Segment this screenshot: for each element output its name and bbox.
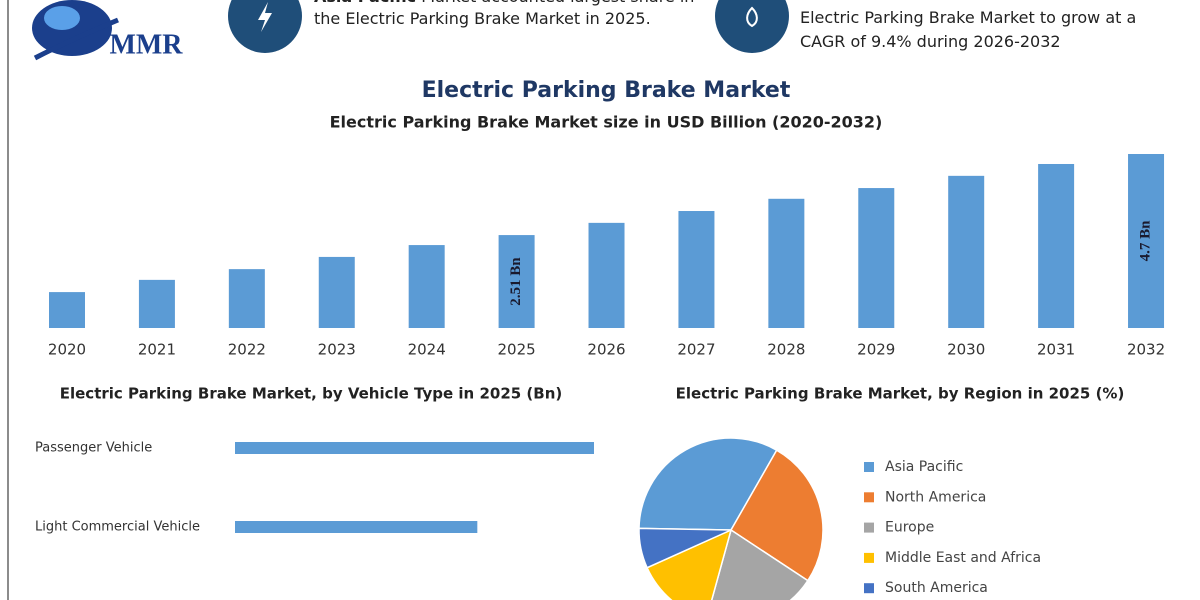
bar	[318, 256, 355, 328]
bolt-icon	[258, 2, 272, 32]
pie-slice	[638, 437, 778, 531]
bar	[678, 211, 715, 328]
logo-text: MMR	[109, 29, 183, 60]
bar	[1128, 154, 1165, 328]
category-label: Light Commercial Vehicle	[35, 520, 200, 535]
legend-swatch	[864, 492, 874, 503]
chart-title: Electric Parking Brake Market	[422, 78, 791, 103]
x-tick-label: 2024	[408, 341, 446, 359]
x-tick-label: 2022	[228, 341, 266, 359]
note-text: CAGR of 9.4% during 2026-2032	[800, 32, 1061, 51]
logo-globe-land	[44, 6, 80, 30]
bar	[858, 188, 895, 328]
bar	[498, 235, 535, 328]
note-text-part: Electric Parking Brake Market to grow at…	[800, 8, 1136, 27]
note-text: Electric Parking Brake Market to grow at…	[800, 8, 1136, 27]
legend-label: South America	[885, 580, 988, 596]
x-tick-label: 2029	[857, 341, 895, 359]
note-text-part: CAGR of 9.4% during 2026-2032	[800, 32, 1061, 51]
note-text-part: the Electric Parking Brake Market in 202…	[314, 9, 651, 28]
pie-slice	[638, 527, 732, 569]
drop-icon	[746, 6, 758, 28]
legend-swatch	[864, 522, 874, 533]
legend-label: Asia Pacific	[885, 459, 963, 475]
bar	[235, 521, 478, 533]
pie-slice	[710, 528, 809, 600]
x-tick-label: 2031	[1037, 341, 1075, 359]
note-text-part: Asia Pacific	[314, 0, 416, 6]
legend-label: Middle East and Africa	[885, 550, 1041, 566]
x-tick-label: 2030	[947, 341, 985, 359]
bar	[768, 198, 805, 328]
legend-swatch	[864, 462, 874, 472]
legend-swatch	[864, 583, 874, 594]
bar	[408, 245, 445, 328]
bar	[235, 442, 594, 454]
legend-label: North America	[885, 489, 986, 505]
legend-label: Europe	[885, 520, 934, 536]
pie-slice	[729, 449, 824, 582]
note-text: the Electric Parking Brake Market in 202…	[314, 9, 651, 28]
bar	[948, 175, 985, 328]
x-tick-label: 2023	[318, 341, 356, 359]
chart-title: Electric Parking Brake Market, by Region…	[676, 385, 1125, 403]
x-tick-label: 2032	[1127, 341, 1165, 359]
bar	[1038, 163, 1075, 328]
x-tick-label: 2028	[767, 341, 805, 359]
bar	[138, 279, 175, 328]
bar	[228, 269, 265, 328]
x-tick-label: 2020	[48, 341, 86, 359]
chart-subtitle: Electric Parking Brake Market size in US…	[330, 113, 883, 132]
x-tick-label: 2026	[587, 341, 625, 359]
logo-swoosh	[33, 17, 119, 61]
note-icon	[228, 0, 302, 53]
note-text: Asia Pacific Market accounted largest sh…	[314, 0, 694, 6]
x-tick-label: 2027	[677, 341, 715, 359]
x-tick-label: 2025	[498, 341, 536, 359]
bar	[588, 222, 625, 328]
category-label: Passenger Vehicle	[35, 441, 152, 456]
chart-title: Electric Parking Brake Market, by Vehicl…	[60, 385, 563, 403]
logo: MMR	[32, 0, 183, 60]
value-label: 2.51 Bn	[508, 257, 524, 306]
x-tick-label: 2021	[138, 341, 176, 359]
value-label: 4.7 Bn	[1137, 220, 1153, 262]
bar	[49, 292, 85, 328]
legend-swatch	[864, 552, 874, 563]
note-text-part: Market accounted largest share in	[416, 0, 694, 6]
